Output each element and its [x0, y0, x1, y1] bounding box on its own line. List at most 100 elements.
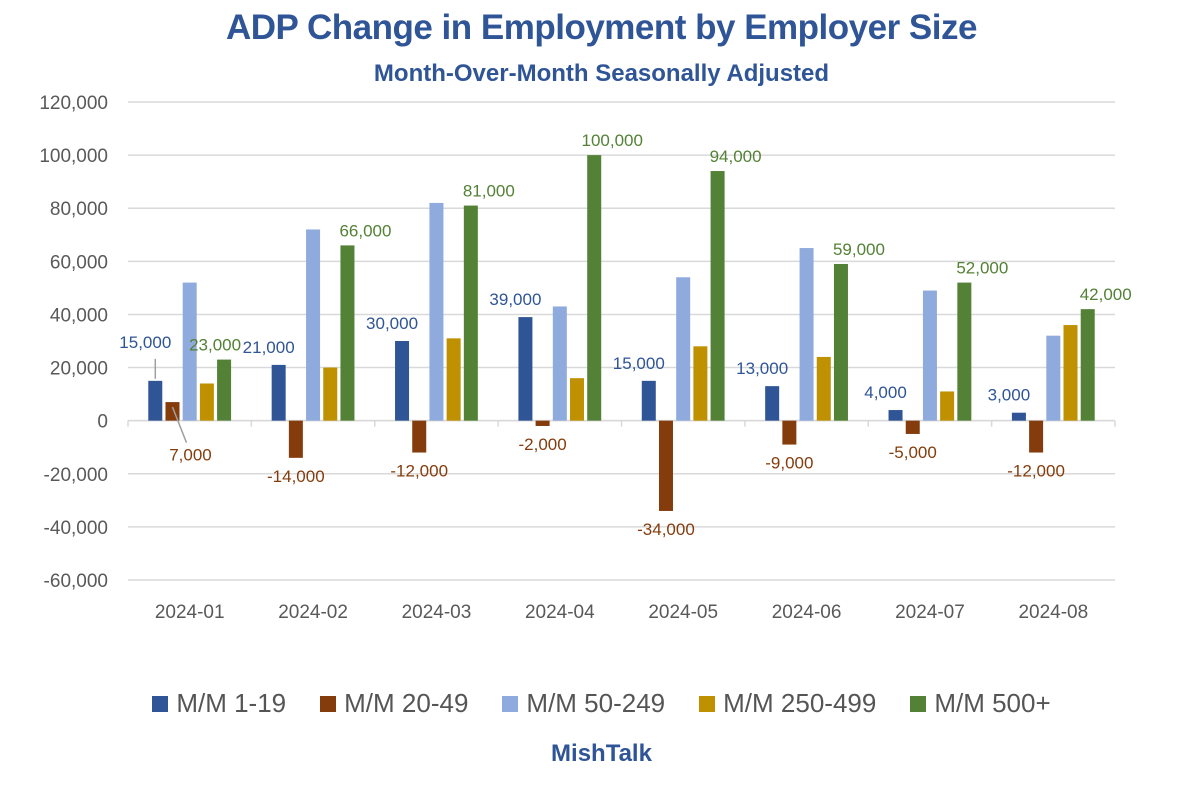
legend: M/M 1-19 M/M 20-49 M/M 50-249 M/M 250-49…: [0, 688, 1203, 719]
legend-item: M/M 500+: [910, 688, 1051, 719]
data-label: 23,000: [189, 336, 241, 355]
legend-label: M/M 20-49: [344, 688, 469, 718]
bar: [463, 205, 478, 421]
legend-swatch: [152, 695, 169, 712]
data-label: 21,000: [243, 338, 295, 357]
y-tick-label: 120,000: [39, 93, 108, 114]
chart-subtitle: Month-Over-Month Seasonally Adjusted: [373, 60, 830, 87]
bar: [641, 380, 656, 421]
legend-swatch: [320, 695, 337, 712]
bar: [199, 383, 214, 421]
x-tick-label: 2024-08: [1018, 602, 1088, 623]
bar: [217, 359, 232, 421]
legend-swatch: [910, 695, 927, 712]
data-label: -14,000: [267, 467, 325, 486]
bar: [1046, 335, 1061, 421]
bar: [518, 317, 533, 421]
chart-title: ADP Change in Employment by Employer Siz…: [226, 8, 977, 47]
bar: [182, 282, 197, 421]
bar: [1011, 412, 1026, 421]
bar: [552, 306, 567, 421]
data-label: 13,000: [736, 359, 788, 378]
bar: [816, 356, 831, 421]
data-label: 94,000: [710, 147, 762, 166]
data-label: 81,000: [463, 182, 515, 201]
legend-swatch: [699, 695, 716, 712]
bar: [710, 171, 725, 421]
bar: [395, 341, 410, 421]
y-tick-label: 60,000: [50, 252, 108, 273]
legend-label: M/M 500+: [934, 688, 1051, 718]
x-tick-label: 2024-05: [648, 602, 718, 623]
y-tick-label: 0: [97, 412, 108, 433]
data-label: 3,000: [988, 386, 1031, 405]
legend-label: M/M 250-499: [723, 688, 877, 718]
bar: [905, 420, 920, 434]
bar: [676, 277, 691, 421]
bar: [940, 391, 955, 421]
x-tick-label: 2024-02: [278, 602, 348, 623]
data-label: 30,000: [366, 314, 418, 333]
legend-swatch: [502, 695, 519, 712]
x-tick-label: 2024-01: [155, 602, 225, 623]
x-tick-label: 2024-06: [772, 602, 842, 623]
bar: [888, 410, 903, 421]
legend-item: M/M 1-19: [152, 688, 286, 719]
bar: [833, 263, 848, 421]
legend-label: M/M 50-249: [526, 688, 666, 718]
data-label: -34,000: [637, 520, 695, 539]
data-label: -9,000: [765, 454, 813, 473]
data-label: 59,000: [833, 240, 885, 259]
bar: [306, 229, 321, 421]
x-tick-label: 2024-07: [895, 602, 965, 623]
y-tick-label: 20,000: [50, 359, 108, 380]
data-label: -12,000: [1007, 462, 1065, 481]
y-tick-label: -20,000: [44, 465, 108, 486]
bar: [658, 420, 673, 511]
y-tick-label: 80,000: [50, 199, 108, 220]
data-label: 15,000: [119, 333, 171, 352]
legend-item: M/M 250-499: [699, 688, 876, 719]
credit-text: MishTalk: [551, 740, 652, 767]
data-label: 42,000: [1080, 285, 1132, 304]
leader-line: [171, 406, 188, 443]
bar: [782, 420, 797, 445]
legend-label: M/M 1-19: [176, 688, 287, 718]
y-tick-label: -60,000: [44, 571, 108, 592]
bar: [693, 346, 708, 421]
data-label: 66,000: [339, 221, 391, 240]
bar: [957, 282, 972, 421]
bar: [587, 155, 602, 421]
data-label: 4,000: [864, 383, 907, 402]
bar: [446, 338, 461, 421]
y-tick-label: -40,000: [44, 518, 108, 539]
bar: [271, 364, 286, 421]
bar: [148, 380, 163, 421]
x-tick-label: 2024-03: [402, 602, 472, 623]
bar: [535, 420, 550, 426]
bar: [1080, 309, 1095, 421]
data-label: 100,000: [581, 131, 642, 150]
bar: [429, 202, 444, 421]
bar: [1063, 325, 1078, 421]
x-tick-label: 2024-04: [525, 602, 595, 623]
bar: [412, 420, 427, 453]
data-label: -5,000: [889, 443, 937, 462]
data-label: -2,000: [519, 435, 567, 454]
bar: [323, 367, 338, 421]
data-label: 52,000: [956, 259, 1008, 278]
bar: [288, 420, 303, 458]
bar: [922, 290, 937, 421]
legend-item: M/M 50-249: [502, 688, 665, 719]
y-tick-label: 40,000: [50, 305, 108, 326]
data-label: 7,000: [169, 446, 212, 465]
legend-item: M/M 20-49: [320, 688, 468, 719]
bar: [340, 245, 355, 421]
bar: [1029, 420, 1044, 453]
y-tick-label: 100,000: [39, 146, 108, 167]
data-label: 15,000: [613, 354, 665, 373]
bar: [570, 378, 585, 421]
data-label: 39,000: [489, 290, 541, 309]
data-label: -12,000: [390, 462, 448, 481]
